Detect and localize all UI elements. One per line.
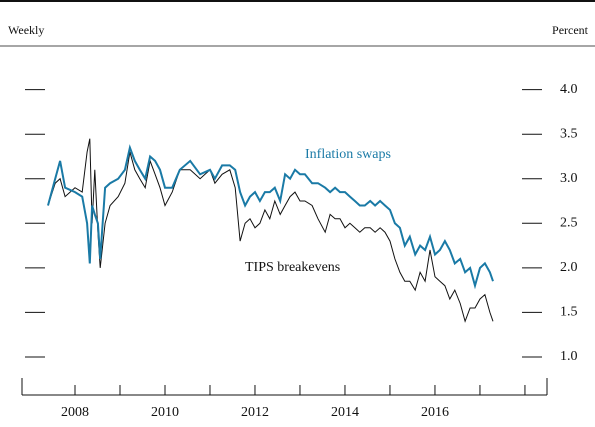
x-tick-label: 2012 — [241, 405, 269, 420]
x-tick-label: 2016 — [421, 405, 449, 420]
series-label: Inflation swaps — [305, 147, 391, 162]
y-tick-label: 1.0 — [560, 349, 578, 364]
x-tick-label: 2008 — [61, 405, 89, 420]
series-label: TIPS breakevens — [245, 260, 340, 275]
y-tick-label: 4.0 — [560, 82, 578, 97]
x-tick-label: 2014 — [331, 405, 359, 420]
x-tick-label: 2010 — [151, 405, 179, 420]
y-tick-label: 2.5 — [560, 216, 578, 231]
y-tick-label: 3.0 — [560, 171, 578, 186]
y-tick-label: 3.5 — [560, 126, 578, 141]
series-line — [47, 138, 494, 323]
frequency-label: Weekly — [8, 23, 44, 37]
unit-label: Percent — [552, 23, 589, 37]
series-line — [47, 144, 494, 290]
y-tick-label: 2.0 — [560, 260, 578, 275]
y-tick-label: 1.5 — [560, 305, 578, 320]
